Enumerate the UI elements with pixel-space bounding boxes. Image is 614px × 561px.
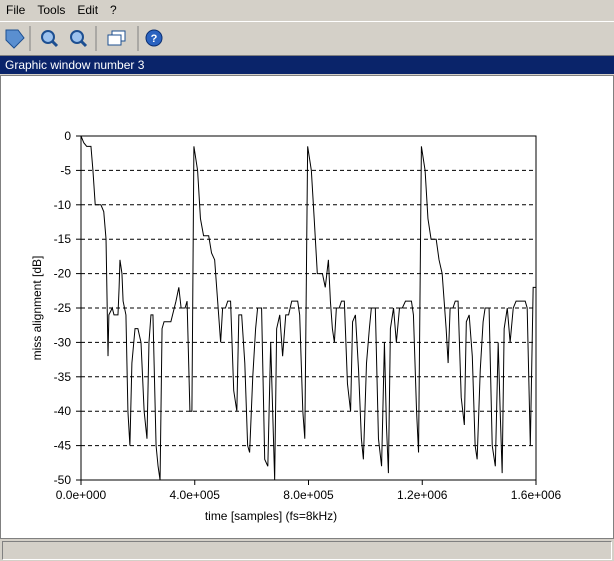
y-tick-label: -35: [54, 370, 72, 384]
y-tick-label: -20: [54, 267, 72, 281]
menu-edit[interactable]: Edit: [77, 3, 99, 17]
y-tick-label: -50: [54, 473, 72, 487]
toolbar: ?: [0, 21, 614, 56]
y-tick-label: 0: [64, 129, 71, 143]
menu-help[interactable]: ?: [110, 3, 117, 17]
x-tick-label: 1.2e+006: [397, 488, 448, 502]
x-tick-label: 8.0e+005: [283, 488, 334, 502]
status-bar: [2, 541, 612, 560]
help-button[interactable]: ?: [145, 29, 163, 47]
y-tick-label: -15: [54, 232, 72, 246]
y-tick-label: -45: [54, 439, 72, 453]
zoom-button[interactable]: [41, 30, 59, 48]
x-tick-label: 0.0e+000: [56, 488, 107, 502]
windows-button[interactable]: [107, 30, 126, 46]
x-tick-label: 1.6e+006: [511, 488, 562, 502]
x-tick-label: 4.0e+005: [170, 488, 221, 502]
menu-file[interactable]: File: [6, 3, 26, 17]
svg-text:?: ?: [151, 33, 158, 45]
y-tick-label: -10: [54, 198, 72, 212]
plot-frame: [80, 135, 537, 481]
rotate-button[interactable]: [5, 29, 25, 49]
y-tick-label: -40: [54, 404, 72, 418]
data-line: [80, 135, 536, 481]
unzoom-button[interactable]: [70, 30, 88, 48]
menu-tools[interactable]: Tools: [37, 3, 66, 17]
toolbar-icons: ?: [5, 26, 163, 51]
y-axis-label: miss alignment [dB]: [30, 256, 44, 361]
window-title: Graphic window number 3: [0, 56, 614, 74]
chart: time [samples] (fs=8kHz) miss alignment …: [30, 129, 562, 523]
y-tick-label: -30: [54, 335, 72, 349]
y-tick-label: -5: [60, 163, 71, 177]
y-tick-label: -25: [54, 301, 72, 315]
x-axis-label: time [samples] (fs=8kHz): [205, 509, 337, 523]
graphic-area: time [samples] (fs=8kHz) miss alignment …: [0, 75, 614, 539]
menubar: File Tools Edit?: [0, 0, 614, 20]
